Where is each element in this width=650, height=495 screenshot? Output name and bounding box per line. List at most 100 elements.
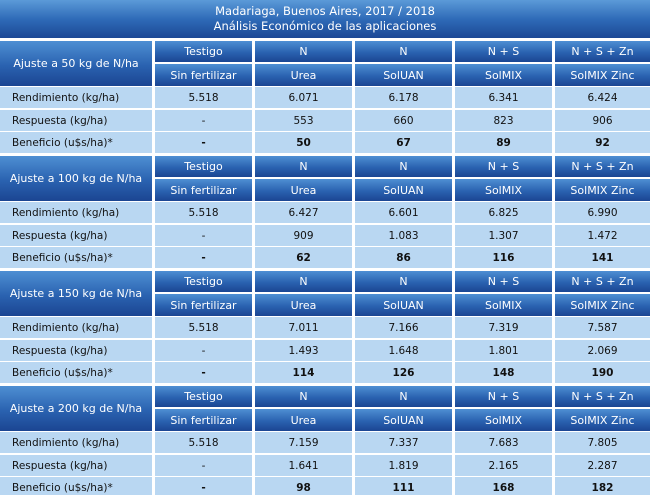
table-cell: 6.071: [255, 87, 352, 108]
table-cell: 168: [455, 477, 552, 495]
column-header-top: N: [255, 271, 352, 292]
table-cell: 5.518: [155, 317, 252, 338]
table-cell: -: [155, 247, 252, 268]
table-cell: 6.825: [455, 202, 552, 223]
table-block: Ajuste a 200 kg de N/ha Testigo Sin fertil…: [0, 385, 650, 495]
column-header-bottom: Urea: [255, 294, 352, 316]
table-cell: 7.319: [455, 317, 552, 338]
table-title: Madariaga, Buenos Aires, 2017 / 2018 Aná…: [0, 0, 650, 38]
block-title: Ajuste a 100 kg de N/ha: [0, 156, 152, 201]
column-header-bottom: SolMIX Zinc: [555, 409, 650, 431]
column-header-bottom: SolUAN: [355, 294, 452, 316]
table-cell: 6.178: [355, 87, 452, 108]
table-cell: 7.159: [255, 432, 352, 453]
title-line-1: Madariaga, Buenos Aires, 2017 / 2018: [215, 4, 435, 18]
row-label: Rendimiento (kg/ha): [0, 432, 152, 453]
table-cell: 1.472: [555, 225, 650, 246]
table-cell: 1.083: [355, 225, 452, 246]
column-header-bottom: SolMIX: [455, 179, 552, 201]
table-cell: 5.518: [155, 432, 252, 453]
block-title: Ajuste a 150 kg de N/ha: [0, 271, 152, 316]
column-header-top: N + S + Zn: [555, 41, 650, 62]
table-cell: 92: [555, 132, 650, 153]
column-header-bottom: Sin fertilizar: [155, 294, 252, 316]
row-label: Beneficio (u$s/ha)*: [0, 477, 152, 495]
table-cell: 553: [255, 110, 352, 131]
table-cell: -: [155, 455, 252, 476]
column-header-top: N + S: [455, 156, 552, 177]
column-header-bottom: SolMIX Zinc: [555, 179, 650, 201]
column-header-bottom: SolUAN: [355, 179, 452, 201]
column-header-bottom: SolMIX: [455, 294, 552, 316]
column-header-bottom: SolMIX Zinc: [555, 294, 650, 316]
column-header-top: N: [255, 386, 352, 407]
column-header-top: N + S + Zn: [555, 156, 650, 177]
column-header-bottom: SolMIX: [455, 409, 552, 431]
column-header-top: N: [255, 156, 352, 177]
row-label: Beneficio (u$s/ha)*: [0, 132, 152, 153]
table-cell: 906: [555, 110, 650, 131]
title-line-2: Análisis Económico de las aplicaciones: [213, 19, 437, 33]
column-header-top: Testigo: [155, 41, 252, 62]
table-cell: -: [155, 132, 252, 153]
table-cell: 6.424: [555, 87, 650, 108]
table-cell: 2.287: [555, 455, 650, 476]
table-block: Ajuste a 100 kg de N/ha Testigo Sin fertil…: [0, 155, 650, 270]
row-label: Respuesta (kg/ha): [0, 110, 152, 131]
table-cell: 909: [255, 225, 352, 246]
table-cell: 141: [555, 247, 650, 268]
table-cell: 7.337: [355, 432, 452, 453]
table-cell: 823: [455, 110, 552, 131]
column-header-top: N: [355, 41, 452, 62]
table-cell: 7.011: [255, 317, 352, 338]
table-cell: 7.166: [355, 317, 452, 338]
row-label: Beneficio (u$s/ha)*: [0, 247, 152, 268]
column-header-bottom: Sin fertilizar: [155, 179, 252, 201]
column-header-bottom: SolMIX Zinc: [555, 64, 650, 86]
table-cell: 1.641: [255, 455, 352, 476]
table-cell: 5.518: [155, 87, 252, 108]
block-title: Ajuste a 50 kg de N/ha: [0, 41, 152, 86]
table-cell: 116: [455, 247, 552, 268]
column-header-bottom: Urea: [255, 179, 352, 201]
table-cell: 7.805: [555, 432, 650, 453]
column-header-bottom: SolMIX: [455, 64, 552, 86]
table-cell: 6.427: [255, 202, 352, 223]
table-cell: 6.341: [455, 87, 552, 108]
column-header-top: N: [355, 156, 452, 177]
table-cell: 6.601: [355, 202, 452, 223]
row-label: Respuesta (kg/ha): [0, 340, 152, 361]
column-header-bottom: Urea: [255, 64, 352, 86]
table-cell: 1.819: [355, 455, 452, 476]
column-header-top: Testigo: [155, 156, 252, 177]
table-cell: 1.493: [255, 340, 352, 361]
table-cell: 7.683: [455, 432, 552, 453]
table-cell: -: [155, 225, 252, 246]
block-title: Ajuste a 200 kg de N/ha: [0, 386, 152, 431]
table-cell: -: [155, 477, 252, 495]
column-header-top: N + S: [455, 386, 552, 407]
table-cell: 5.518: [155, 202, 252, 223]
row-label: Rendimiento (kg/ha): [0, 202, 152, 223]
column-header-bottom: SolUAN: [355, 409, 452, 431]
table-cell: 62: [255, 247, 352, 268]
table-cell: 148: [455, 362, 552, 383]
column-header-bottom: Urea: [255, 409, 352, 431]
column-header-bottom: Sin fertilizar: [155, 64, 252, 86]
column-header-top: N + S: [455, 271, 552, 292]
table-cell: -: [155, 362, 252, 383]
table-cell: 1.648: [355, 340, 452, 361]
table-cell: 86: [355, 247, 452, 268]
table-cell: 7.587: [555, 317, 650, 338]
row-label: Rendimiento (kg/ha): [0, 87, 152, 108]
table-cell: 114: [255, 362, 352, 383]
table-cell: 111: [355, 477, 452, 495]
table-cell: 89: [455, 132, 552, 153]
table-cell: 50: [255, 132, 352, 153]
table-cell: 182: [555, 477, 650, 495]
row-label: Beneficio (u$s/ha)*: [0, 362, 152, 383]
table-block: Ajuste a 50 kg de N/ha Testigo Sin fertili…: [0, 40, 650, 155]
table-cell: 190: [555, 362, 650, 383]
row-label: Respuesta (kg/ha): [0, 225, 152, 246]
table-cell: -: [155, 340, 252, 361]
